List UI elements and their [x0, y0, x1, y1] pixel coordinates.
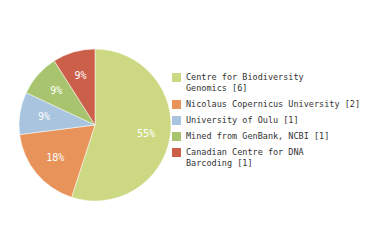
svg-text:9%: 9% — [75, 70, 87, 81]
html-text:Centre for Biodiversity Genomi: Centre for Biodiversity Genomics [6] — [186, 71, 304, 93]
svg-text:55%: 55% — [137, 128, 155, 139]
svg-text:9%: 9% — [50, 85, 62, 96]
html-text:Canadian Centre for DNA Barcod: Canadian Centre for DNA Barcoding [1] — [186, 146, 304, 168]
html-text:Mined from GenBank, NCBI [1]: Mined from GenBank, NCBI [1] — [186, 130, 330, 141]
html-text:University of Oulu [1]: University of Oulu [1] — [186, 114, 299, 125]
svg-text:18%: 18% — [46, 152, 64, 163]
svg-text:9%: 9% — [38, 111, 50, 122]
html-text:Nicolaus Copernicus University: Nicolaus Copernicus University [2] — [186, 98, 360, 109]
